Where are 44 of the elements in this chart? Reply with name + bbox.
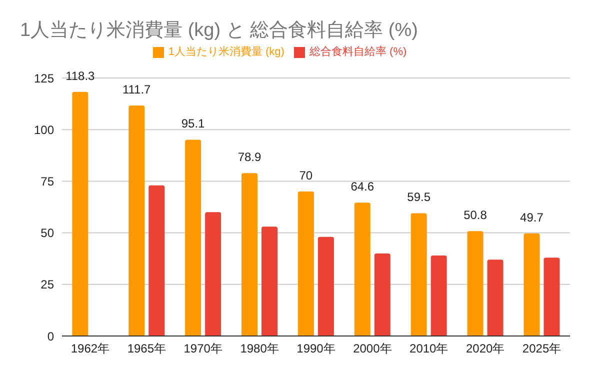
bar [261,226,278,336]
y-tick-label: 100 [34,122,54,137]
x-tick-label: 1970年 [184,342,222,356]
legend-label: 総合食料自給率 (%) [309,46,407,58]
bar [185,140,202,336]
x-tick-label: 2000年 [353,342,392,356]
x-tick-label: 2020年 [466,342,505,356]
y-tick-label: 25 [40,278,54,292]
bar [544,258,560,336]
bar [318,236,334,336]
data-label: 78.9 [238,150,262,164]
x-tick-label: 2025年 [522,342,562,356]
x-tick-label: 2010年 [410,342,448,356]
bar [241,173,258,336]
bar [430,256,447,336]
chart-title: 1人当たり米消費量 (kg) と 総合食料自給率 (%) [20,19,418,43]
data-label: 118.3 [66,68,96,83]
bar [410,213,427,336]
data-label: 95.1 [181,116,206,131]
data-label: 64.6 [350,180,374,194]
data-label: 70 [299,168,313,183]
y-tick-label: 125 [34,71,54,86]
y-tick-label: 75 [40,174,54,188]
bar [487,260,504,336]
data-label: 59.5 [407,190,431,204]
bar [354,202,370,336]
x-tick-label: 1980年 [240,342,279,356]
data-label: 50.8 [464,208,488,222]
bar [205,212,222,336]
bar [467,231,484,336]
data-label: 49.7 [520,210,544,224]
y-tick-label: 50 [40,226,54,240]
x-tick-label: 1965年 [127,342,166,356]
bar [524,233,540,336]
x-tick-label: 1990年 [296,342,336,356]
legend-label: 1人当たり米消費量 (kg) [168,46,284,58]
data-label: 111.7 [122,82,152,96]
bar [148,185,165,336]
bar [298,192,314,336]
bar [128,105,145,336]
y-tick-label: 0 [47,329,54,344]
x-tick-label: 1962年 [70,342,110,356]
bar [374,253,390,336]
bar [72,92,88,336]
